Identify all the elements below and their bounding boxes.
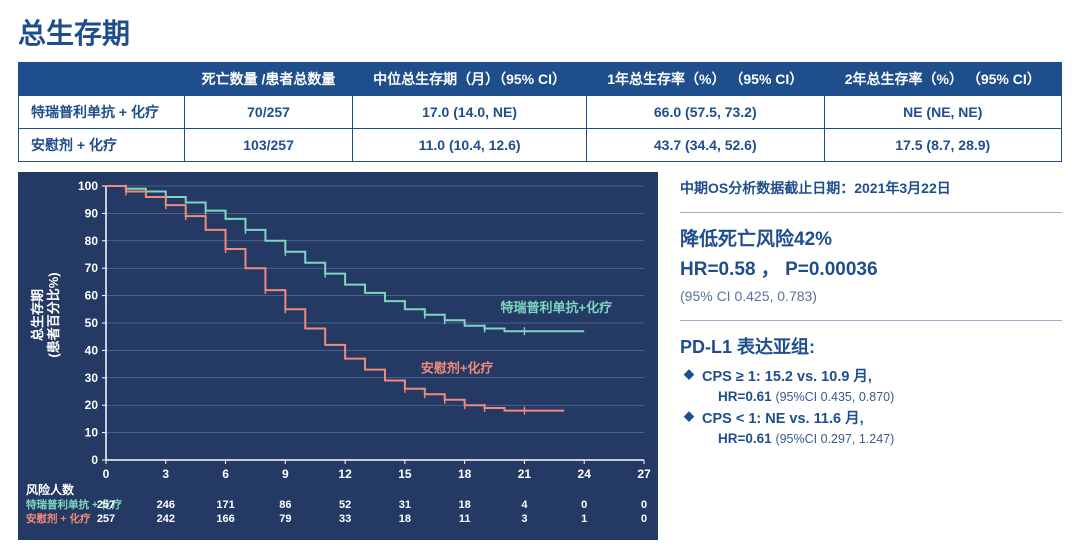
svg-text:风险人数: 风险人数 — [26, 482, 75, 497]
svg-text:0: 0 — [103, 467, 110, 481]
svg-text:50: 50 — [85, 316, 99, 330]
os-summary-table: 死亡数量 /患者总数量 中位总生存期（月）（95% CI） 1年总生存率（%） … — [18, 62, 1062, 162]
svg-text:79: 79 — [279, 513, 291, 525]
svg-text:总生存期: 总生存期 — [30, 289, 45, 341]
km-chart: 01020304050607080901000369121518212427总生… — [18, 172, 658, 545]
svg-text:20: 20 — [85, 398, 99, 412]
risk-reduction: 降低死亡风险42% — [680, 225, 1062, 255]
cell: 17.5 (8.7, 28.9) — [824, 129, 1062, 162]
cell: 70/257 — [185, 96, 353, 129]
cell: 66.0 (57.5, 73.2) — [587, 96, 824, 129]
svg-text:171: 171 — [216, 499, 234, 511]
svg-text:100: 100 — [78, 179, 98, 193]
svg-text:246: 246 — [157, 499, 175, 511]
svg-text:30: 30 — [85, 371, 99, 385]
cell: 103/257 — [185, 129, 353, 162]
svg-text:18: 18 — [399, 513, 411, 525]
svg-text:52: 52 — [339, 499, 351, 511]
pdl-hr: HR=0.61 — [718, 431, 772, 446]
svg-text:12: 12 — [338, 467, 352, 481]
svg-text:27: 27 — [637, 467, 651, 481]
pdl-ci: (95%CI 0.435, 0.870) — [775, 390, 894, 404]
pdl-item-sub: HR=0.61 (95%CI 0.435, 0.870) — [680, 389, 1062, 404]
svg-text:80: 80 — [85, 234, 99, 248]
svg-text:1: 1 — [581, 513, 587, 525]
svg-text:86: 86 — [279, 499, 291, 511]
svg-text:18: 18 — [459, 499, 471, 511]
svg-text:90: 90 — [85, 206, 99, 220]
svg-text:257: 257 — [97, 513, 115, 525]
svg-text:33: 33 — [339, 513, 351, 525]
svg-text:安慰剂+化疗: 安慰剂+化疗 — [421, 360, 494, 375]
cutoff-date: 中期OS分析数据截止日期：2021年3月22日 — [680, 178, 1062, 198]
svg-text:0: 0 — [641, 499, 647, 511]
svg-text:0: 0 — [91, 453, 98, 467]
svg-text:166: 166 — [216, 513, 234, 525]
svg-text:10: 10 — [85, 426, 99, 440]
svg-text:257: 257 — [97, 499, 115, 511]
cell: 43.7 (34.4, 52.6) — [587, 129, 824, 162]
pdl-hr: HR=0.61 — [718, 389, 772, 404]
km-svg: 01020304050607080901000369121518212427总生… — [18, 172, 658, 540]
pdl-item-main: CPS ≥ 1: 15.2 vs. 10.9 月, — [680, 365, 1062, 386]
hr-block: 降低死亡风险42% HR=0.58 ， P=0.00036 (95% CI 0.… — [680, 212, 1062, 304]
svg-text:9: 9 — [282, 467, 289, 481]
svg-text:3: 3 — [521, 513, 527, 525]
col-median-os: 中位总生存期（月）（95% CI） — [353, 63, 587, 96]
row-label: 安慰剂 + 化疗 — [19, 129, 185, 162]
svg-text:安慰剂 + 化疗: 安慰剂 + 化疗 — [26, 512, 91, 525]
col-blank — [19, 63, 185, 96]
col-2yr: 2年总生存率（%） （95% CI） — [824, 63, 1062, 96]
pdl-item-sub: HR=0.61 (95%CI 0.297, 1.247) — [680, 431, 1062, 446]
cell: 17.0 (14.0, NE) — [353, 96, 587, 129]
pdl-title: PD-L1 表达亚组: — [680, 333, 1062, 359]
svg-text:特瑞普利单抗+化疗: 特瑞普利单抗+化疗 — [501, 300, 613, 315]
svg-text:4: 4 — [521, 499, 528, 511]
svg-text:18: 18 — [458, 467, 472, 481]
side-panel: 中期OS分析数据截止日期：2021年3月22日 降低死亡风险42% HR=0.5… — [680, 172, 1062, 545]
svg-text:15: 15 — [398, 467, 412, 481]
hr-ci: (95% CI 0.425, 0.783) — [680, 288, 1062, 304]
svg-text:60: 60 — [85, 289, 99, 303]
hr-p-value: HR=0.58 ， P=0.00036 — [680, 255, 1062, 285]
pdl-item: CPS < 1: NE vs. 11.6 月, HR=0.61 (95%CI 0… — [680, 407, 1062, 446]
pdl-item-main: CPS < 1: NE vs. 11.6 月, — [680, 407, 1062, 428]
svg-text:70: 70 — [85, 261, 99, 275]
svg-text:3: 3 — [162, 467, 169, 481]
pdl-block: PD-L1 表达亚组: CPS ≥ 1: 15.2 vs. 10.9 月, HR… — [680, 320, 1062, 446]
row-label: 特瑞普利单抗 + 化疗 — [19, 96, 185, 129]
svg-text:0: 0 — [581, 499, 587, 511]
table-header-row: 死亡数量 /患者总数量 中位总生存期（月）（95% CI） 1年总生存率（%） … — [19, 63, 1062, 96]
pdl-ci: (95%CI 0.297, 1.247) — [775, 432, 894, 446]
svg-text:(患者百分比%): (患者百分比%) — [46, 272, 61, 357]
svg-text:31: 31 — [399, 499, 411, 511]
page-title: 总生存期 — [18, 12, 1062, 52]
svg-text:0: 0 — [641, 513, 647, 525]
col-deaths: 死亡数量 /患者总数量 — [185, 63, 353, 96]
svg-text:6: 6 — [222, 467, 229, 481]
cell: NE (NE, NE) — [824, 96, 1062, 129]
cell: 11.0 (10.4, 12.6) — [353, 129, 587, 162]
svg-text:24: 24 — [578, 467, 592, 481]
table-row: 特瑞普利单抗 + 化疗 70/257 17.0 (14.0, NE) 66.0 … — [19, 96, 1062, 129]
svg-text:40: 40 — [85, 343, 99, 357]
table-row: 安慰剂 + 化疗 103/257 11.0 (10.4, 12.6) 43.7 … — [19, 129, 1062, 162]
col-1yr: 1年总生存率（%） （95% CI） — [587, 63, 824, 96]
pdl-item: CPS ≥ 1: 15.2 vs. 10.9 月, HR=0.61 (95%CI… — [680, 365, 1062, 404]
svg-text:11: 11 — [459, 513, 471, 525]
svg-text:21: 21 — [518, 467, 532, 481]
svg-text:242: 242 — [157, 513, 175, 525]
